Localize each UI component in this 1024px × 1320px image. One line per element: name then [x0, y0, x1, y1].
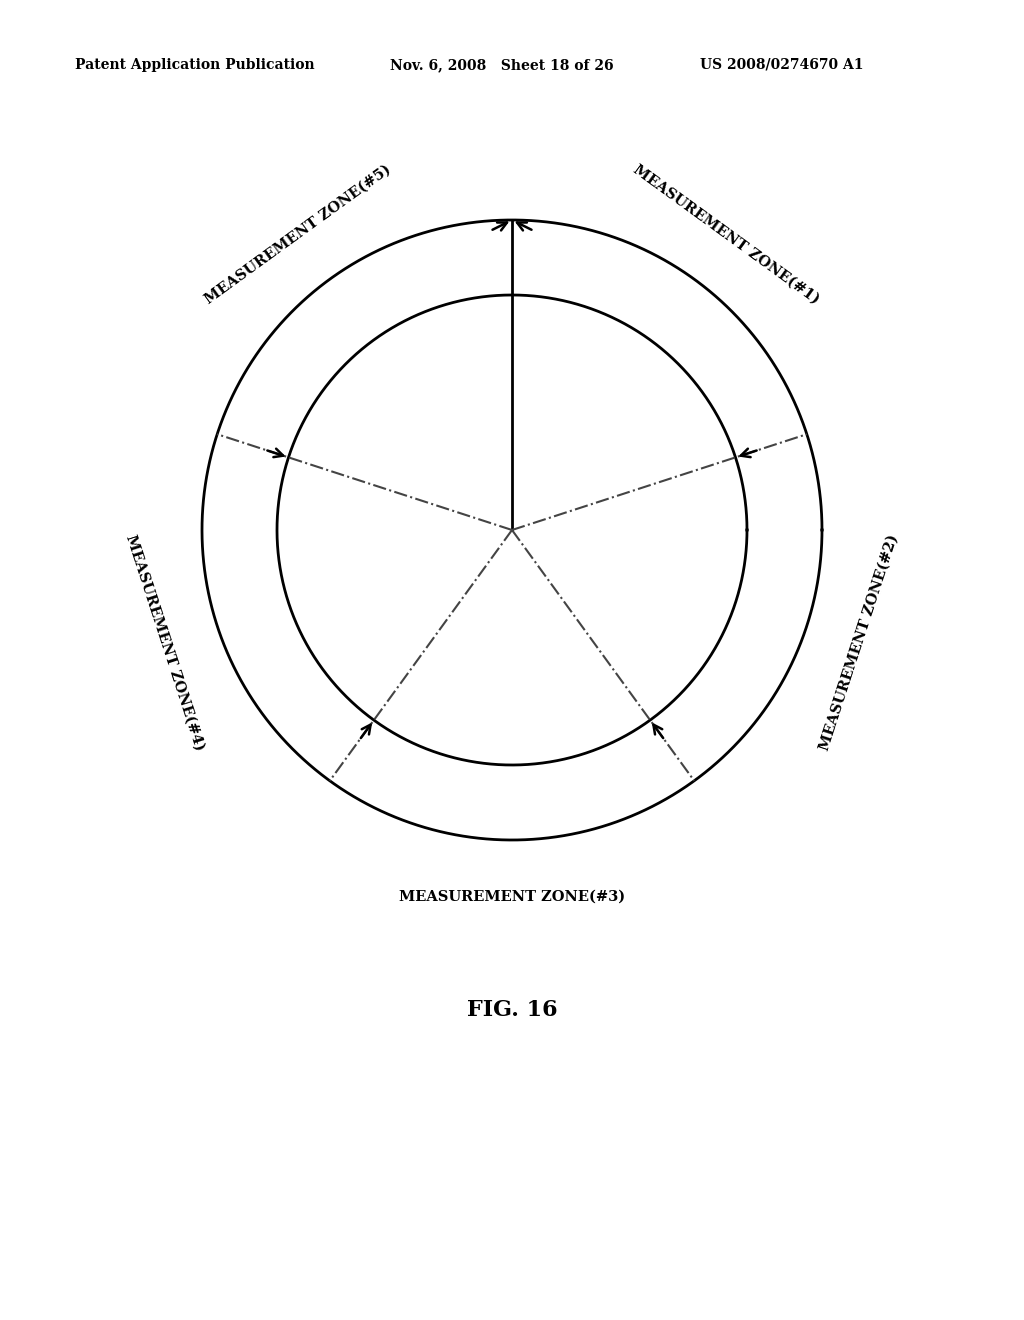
Text: MEASUREMENT ZONE(#2): MEASUREMENT ZONE(#2)	[817, 533, 901, 752]
Text: MEASUREMENT ZONE(#3): MEASUREMENT ZONE(#3)	[399, 890, 625, 904]
Text: MEASUREMENT ZONE(#1): MEASUREMENT ZONE(#1)	[631, 162, 822, 306]
Text: Nov. 6, 2008   Sheet 18 of 26: Nov. 6, 2008 Sheet 18 of 26	[390, 58, 613, 73]
Text: Patent Application Publication: Patent Application Publication	[75, 58, 314, 73]
Text: MEASUREMENT ZONE(#4): MEASUREMENT ZONE(#4)	[123, 533, 207, 752]
Text: FIG. 16: FIG. 16	[467, 999, 557, 1020]
Text: MEASUREMENT ZONE(#5): MEASUREMENT ZONE(#5)	[202, 162, 393, 306]
Text: US 2008/0274670 A1: US 2008/0274670 A1	[700, 58, 863, 73]
